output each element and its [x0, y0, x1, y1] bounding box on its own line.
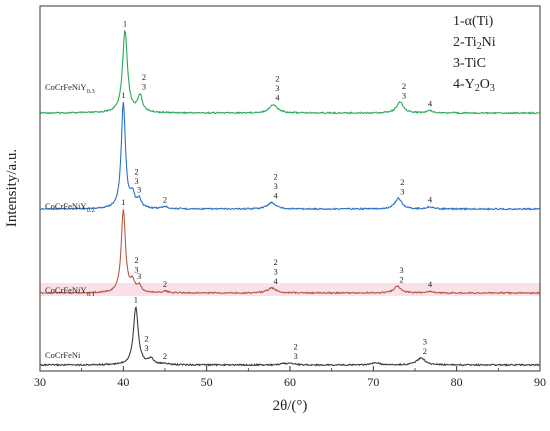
- y-axis-title: Intensity/a.u.: [4, 149, 20, 227]
- peak-label: 1: [121, 197, 125, 207]
- peak-label: 2: [134, 166, 138, 176]
- peak-label: 3: [274, 266, 278, 276]
- legend-entry: 4-Y2O3: [453, 77, 495, 94]
- peak-label: 4: [275, 93, 280, 103]
- peak-label: 2: [399, 274, 403, 284]
- sample-label-main: CoCrFeNiY: [45, 82, 87, 92]
- x-tick-label: 40: [117, 375, 129, 389]
- peak-label: 2: [163, 351, 167, 361]
- sample-label-main: CoCrFeNiY: [45, 201, 87, 211]
- peak-label: 2: [400, 177, 404, 187]
- sample-label-subscript: 0.1: [87, 291, 95, 298]
- series-line: [39, 305, 541, 367]
- sample-label: CoCrFeNiY0.3: [45, 82, 95, 95]
- peak-label: 2: [423, 346, 427, 356]
- peak-label: 2: [134, 255, 138, 265]
- sample-label: CoCrFeNi: [45, 350, 81, 360]
- peak-label: 3: [399, 265, 403, 275]
- peak-label: 2: [163, 279, 167, 289]
- peak-label: 1: [121, 90, 125, 100]
- x-tick-label: 60: [284, 375, 296, 389]
- peak-label: 2: [274, 172, 278, 182]
- sample-label-main: CoCrFeNi: [45, 350, 81, 360]
- sample-label-subscript: 0.3: [87, 88, 95, 95]
- peak-label: 3: [137, 271, 141, 281]
- peak-label: 2: [163, 194, 167, 204]
- peak-label: 4: [274, 276, 279, 286]
- peak-label: 2: [274, 257, 278, 267]
- peak-label: 1: [134, 295, 138, 305]
- x-axis: 30 40 50 60 70 80 90: [34, 366, 546, 389]
- peak-label: 4: [428, 195, 433, 205]
- sample-labels: CoCrFeNiY0.3CoCrFeNiY0.2CoCrFeNiY0.1CoCr…: [45, 82, 95, 360]
- peak-label: 3: [274, 181, 278, 191]
- peak-label: 2: [142, 72, 146, 82]
- peak-label: 2: [144, 333, 148, 343]
- x-axis-title: 2θ/(°): [273, 398, 308, 414]
- legend-entry: 1-α(Ti): [453, 14, 494, 29]
- x-tick-label: 70: [367, 375, 379, 389]
- peak-label: 3: [137, 184, 141, 194]
- peak-label: 3: [400, 186, 404, 196]
- peak-label: 2: [294, 341, 298, 351]
- x-tick-label: 50: [201, 375, 213, 389]
- x-tick-label: 30: [34, 375, 46, 389]
- sample-label-subscript: 0.2: [87, 207, 95, 214]
- peak-label: 4: [274, 191, 279, 201]
- peak-label: 3: [294, 351, 298, 361]
- peak-label: 3: [275, 83, 279, 93]
- peak-label: 3: [402, 90, 406, 100]
- legend-entry: 2-Ti2Ni: [453, 35, 496, 52]
- x-tick-label: 90: [534, 375, 546, 389]
- peak-label: 3: [142, 82, 146, 92]
- peak-label: 3: [134, 264, 138, 274]
- sample-label: CoCrFeNiY0.2: [45, 201, 95, 214]
- series-line: [39, 209, 541, 295]
- series-traces: [39, 29, 541, 367]
- peak-label: 3: [423, 337, 427, 347]
- peak-label: 2: [275, 74, 279, 84]
- peak-label: 4: [428, 98, 433, 108]
- peak-label: 3: [144, 343, 148, 353]
- sample-label-main: CoCrFeNiY: [45, 285, 87, 295]
- peak-label: 4: [428, 279, 433, 289]
- phase-legend: 1-α(Ti) 2-Ti2Ni 3-TiC 4-Y2O3: [453, 14, 496, 94]
- x-tick-label: 80: [451, 375, 463, 389]
- peak-label: 2: [402, 81, 406, 91]
- sample-label: CoCrFeNiY0.1: [45, 285, 95, 298]
- peak-label: 3: [134, 176, 138, 186]
- legend-entry: 3-TiC: [453, 56, 486, 71]
- peak-label: 1: [123, 18, 127, 28]
- series-line: [39, 29, 541, 115]
- series-line: [39, 101, 541, 211]
